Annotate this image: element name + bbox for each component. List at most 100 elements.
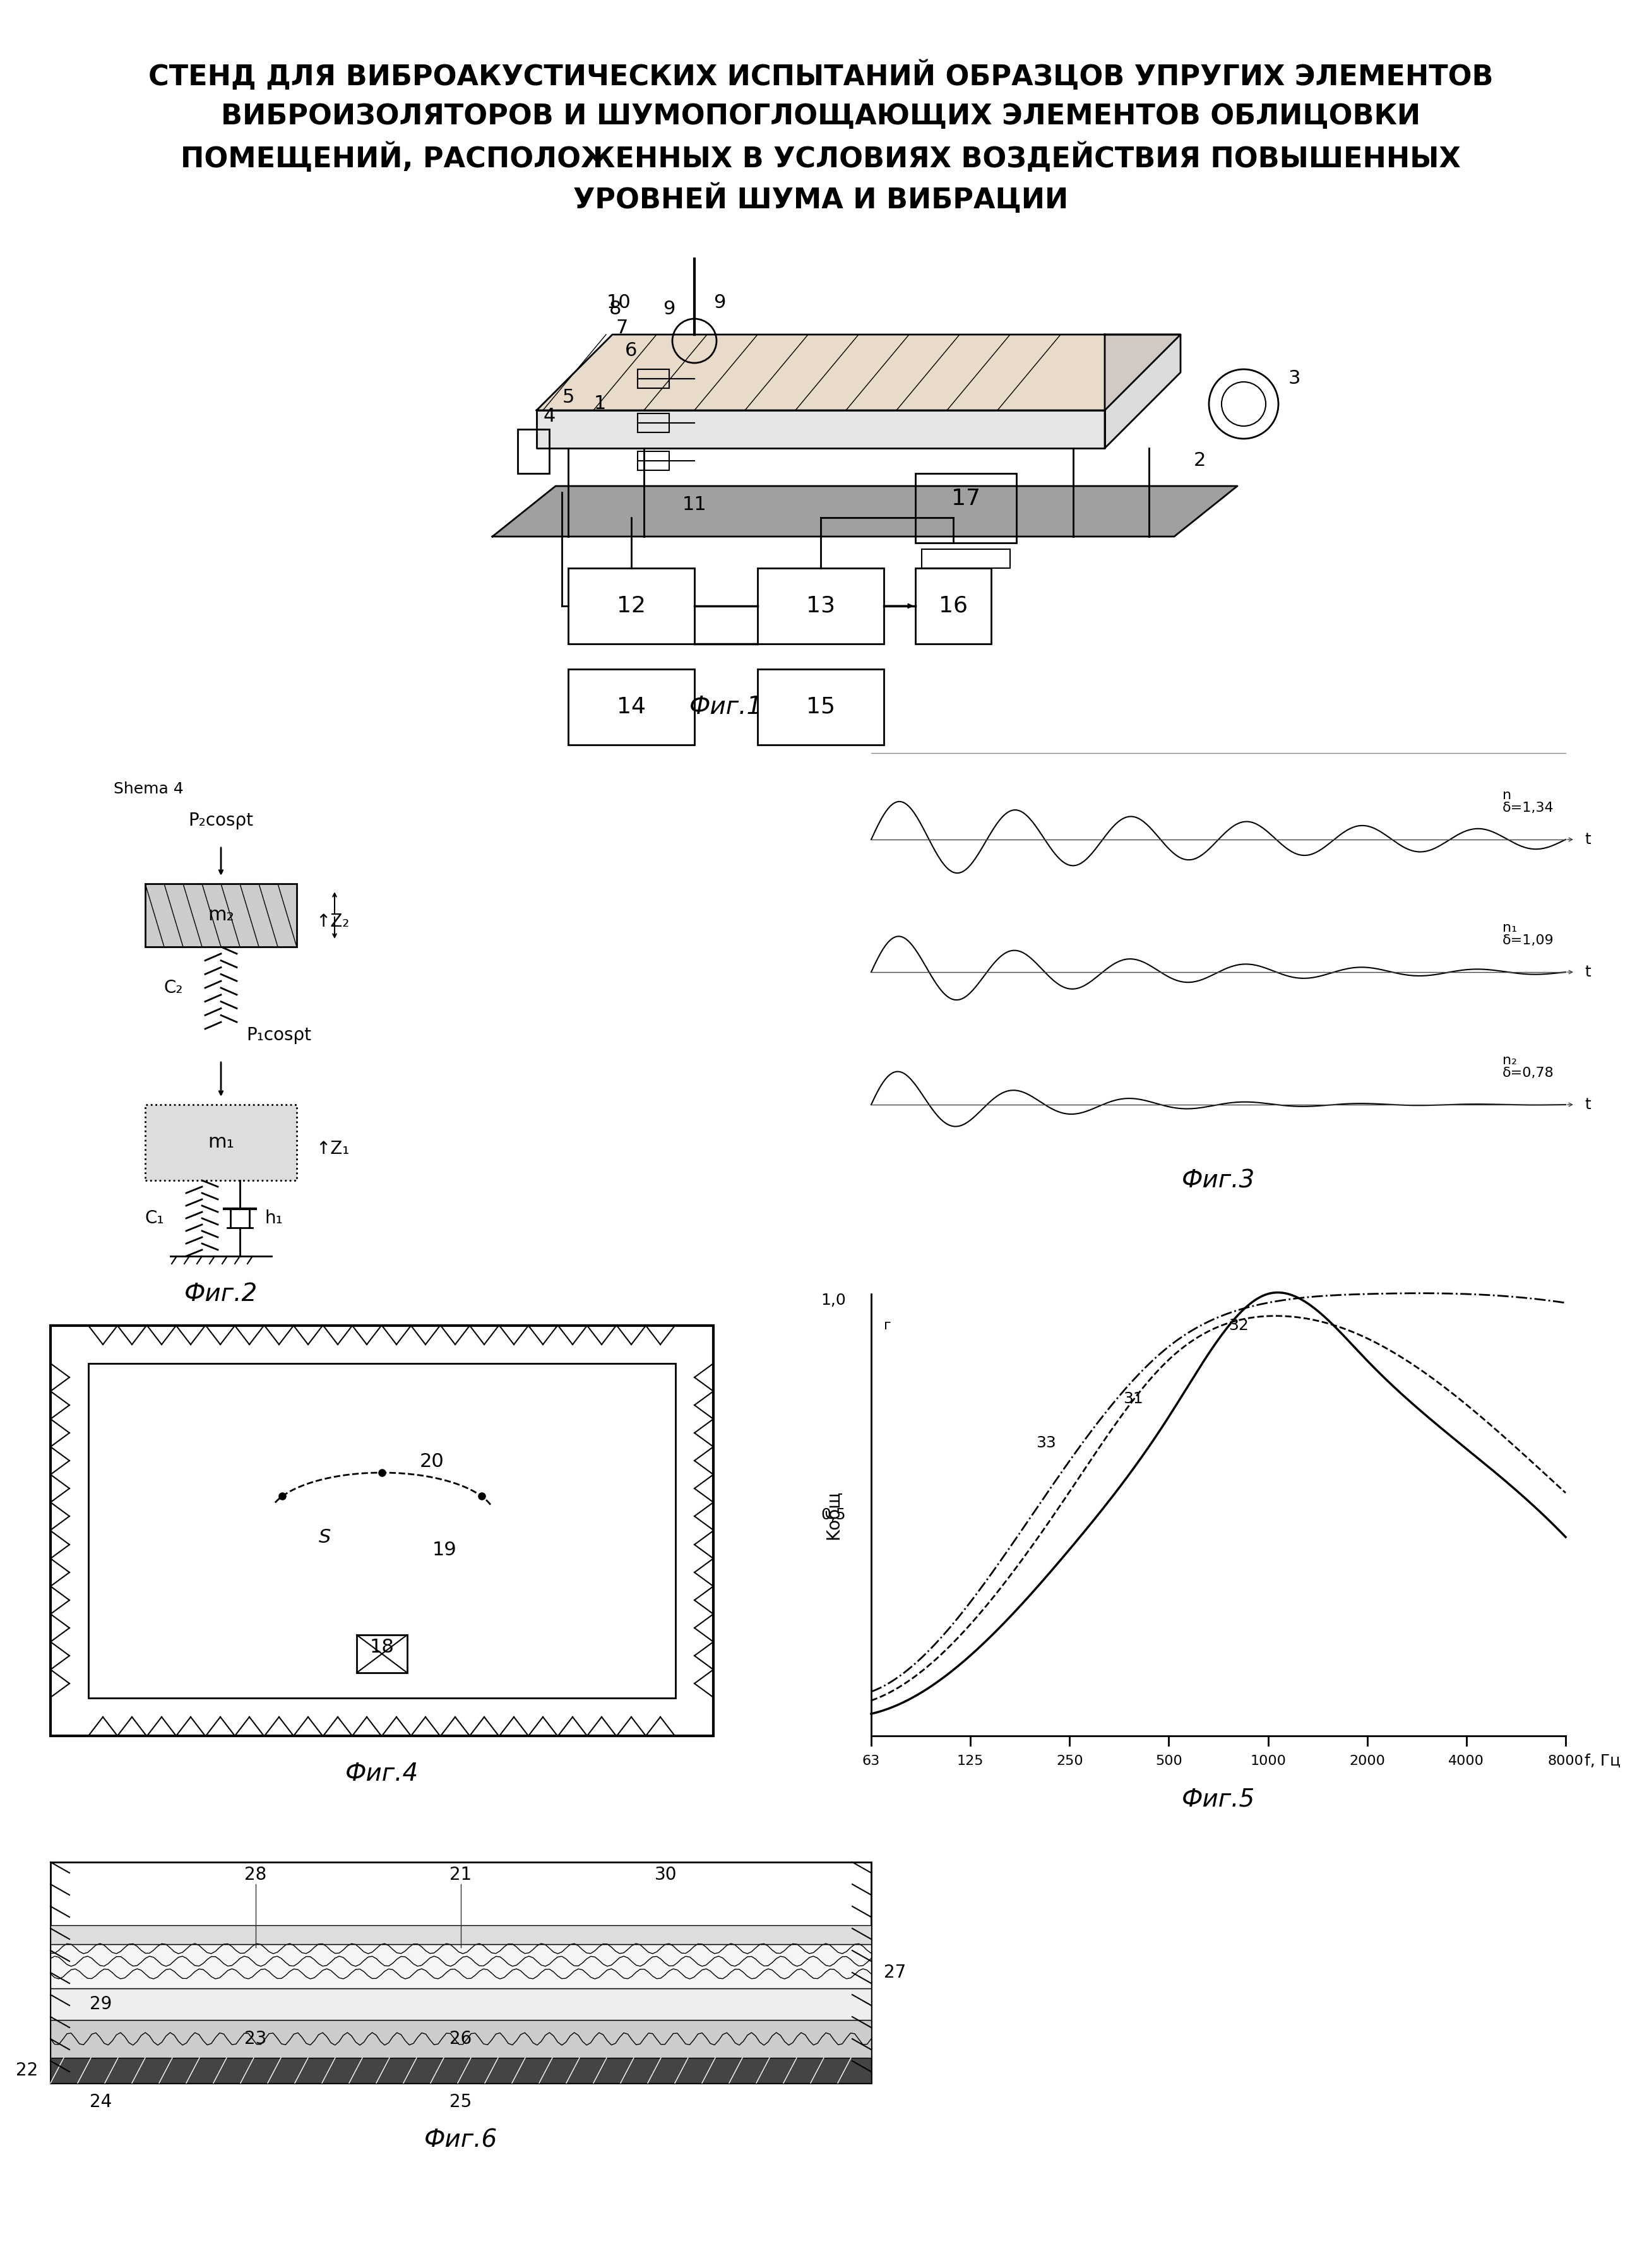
Bar xyxy=(51,1944,872,1989)
Text: 33: 33 xyxy=(1036,1436,1056,1452)
Text: 18: 18 xyxy=(369,1637,394,1656)
Bar xyxy=(89,1363,675,1699)
Text: 25: 25 xyxy=(450,2093,471,2112)
Text: n: n xyxy=(1502,789,1511,801)
Bar xyxy=(915,567,992,644)
Bar xyxy=(144,1105,297,1179)
Bar xyxy=(757,669,883,744)
Bar xyxy=(51,1926,872,1944)
Text: Фиг.1: Фиг.1 xyxy=(690,694,762,719)
Text: УРОВНЕЙ ШУМА И ВИБРАЦИИ: УРОВНЕЙ ШУМА И ВИБРАЦИИ xyxy=(573,184,1069,213)
Text: 1000: 1000 xyxy=(1250,1755,1286,1767)
Bar xyxy=(51,2021,872,2057)
Text: ПОМЕЩЕНИЙ, РАСПОЛОЖЕННЫХ В УСЛОВИЯХ ВОЗДЕЙСТВИЯ ПОВЫШЕННЫХ: ПОМЕЩЕНИЙ, РАСПОЛОЖЕННЫХ В УСЛОВИЯХ ВОЗД… xyxy=(181,143,1461,172)
Text: Фиг.5: Фиг.5 xyxy=(1182,1787,1254,1810)
Text: 28: 28 xyxy=(245,1867,266,1885)
Bar xyxy=(637,413,670,433)
Text: 14: 14 xyxy=(617,696,645,717)
Text: Фиг.3: Фиг.3 xyxy=(1182,1168,1254,1193)
Text: 24: 24 xyxy=(90,2093,112,2112)
Text: ↑Z₂: ↑Z₂ xyxy=(315,912,350,930)
Text: δ=1,09: δ=1,09 xyxy=(1502,934,1553,946)
Bar xyxy=(51,1989,872,2021)
Text: C₁: C₁ xyxy=(144,1209,164,1227)
Text: 3: 3 xyxy=(1287,370,1300,388)
Text: f, Гц: f, Гц xyxy=(1585,1753,1621,1769)
Text: 32: 32 xyxy=(1228,1318,1248,1334)
Polygon shape xyxy=(493,485,1238,538)
Text: P₁cosρt: P₁cosρt xyxy=(246,1027,312,1043)
Bar xyxy=(51,1325,713,1735)
Text: t: t xyxy=(1585,832,1591,848)
Text: 1: 1 xyxy=(594,395,606,413)
Text: t: t xyxy=(1585,1098,1591,1111)
Text: 11: 11 xyxy=(681,497,706,515)
Text: 31: 31 xyxy=(1123,1390,1143,1406)
Text: 2: 2 xyxy=(1194,451,1205,469)
Text: 4000: 4000 xyxy=(1448,1755,1484,1767)
Bar xyxy=(51,2057,872,2082)
Text: 12: 12 xyxy=(617,594,645,617)
Text: C₂: C₂ xyxy=(164,980,182,996)
Text: 22: 22 xyxy=(16,2062,38,2080)
Text: 2000: 2000 xyxy=(1350,1755,1386,1767)
Bar xyxy=(915,474,1016,542)
Text: h₁: h₁ xyxy=(264,1209,284,1227)
Bar xyxy=(568,669,695,744)
Text: 8000: 8000 xyxy=(1548,1755,1583,1767)
Bar xyxy=(51,1862,872,2082)
Text: Фиг.6: Фиг.6 xyxy=(424,2127,498,2152)
Text: 250: 250 xyxy=(1056,1755,1084,1767)
Text: n₂: n₂ xyxy=(1502,1055,1517,1066)
Text: Фиг.2: Фиг.2 xyxy=(184,1281,258,1306)
Text: 8: 8 xyxy=(609,299,622,318)
Text: 9: 9 xyxy=(714,295,726,313)
Text: 500: 500 xyxy=(1156,1755,1182,1767)
Text: 21: 21 xyxy=(450,1867,471,1885)
Text: 27: 27 xyxy=(883,1964,906,1982)
Polygon shape xyxy=(537,336,1181,411)
Text: Фиг.4: Фиг.4 xyxy=(345,1762,419,1785)
Text: 10: 10 xyxy=(606,295,631,313)
Text: 15: 15 xyxy=(806,696,836,717)
Text: 13: 13 xyxy=(806,594,836,617)
Text: 4: 4 xyxy=(544,408,555,426)
Text: m₁: m₁ xyxy=(209,1134,235,1152)
Text: m₂: m₂ xyxy=(209,907,235,925)
Bar xyxy=(637,370,670,388)
Text: г: г xyxy=(883,1320,892,1331)
Text: 7: 7 xyxy=(616,320,627,338)
Bar xyxy=(637,451,670,469)
Text: 30: 30 xyxy=(655,1867,677,1885)
Text: 1,0: 1,0 xyxy=(821,1293,846,1309)
Bar xyxy=(356,1635,407,1674)
Text: 63: 63 xyxy=(862,1755,880,1767)
Text: 16: 16 xyxy=(939,594,967,617)
Text: 26: 26 xyxy=(450,2030,471,2048)
Polygon shape xyxy=(1105,336,1181,449)
Text: 19: 19 xyxy=(432,1540,456,1558)
Text: 23: 23 xyxy=(245,2030,268,2048)
Text: 29: 29 xyxy=(90,1996,112,2014)
Bar xyxy=(568,567,695,644)
Text: δ=0,78: δ=0,78 xyxy=(1502,1066,1553,1080)
Text: S: S xyxy=(319,1529,332,1547)
Text: СТЕНД ДЛЯ ВИБРОАКУСТИЧЕСКИХ ИСПЫТАНИЙ ОБРАЗЦОВ УПРУГИХ ЭЛЕМЕНТОВ: СТЕНД ДЛЯ ВИБРОАКУСТИЧЕСКИХ ИСПЫТАНИЙ ОБ… xyxy=(148,61,1493,91)
Bar xyxy=(757,567,883,644)
Text: 17: 17 xyxy=(951,488,980,510)
Text: n₁: n₁ xyxy=(1502,921,1517,934)
Text: Kобщ: Kобщ xyxy=(824,1490,842,1540)
Bar xyxy=(517,429,548,474)
Text: 9: 9 xyxy=(663,299,675,318)
Text: t: t xyxy=(1585,964,1591,980)
Text: 125: 125 xyxy=(957,1755,984,1767)
Text: ВИБРОИЗОЛЯТОРОВ И ШУМОПОГЛОЩАЮЩИХ ЭЛЕМЕНТОВ ОБЛИЦОВКИ: ВИБРОИЗОЛЯТОРОВ И ШУМОПОГЛОЩАЮЩИХ ЭЛЕМЕН… xyxy=(222,104,1420,129)
Text: 5: 5 xyxy=(562,388,575,406)
Text: 20: 20 xyxy=(420,1452,445,1470)
Polygon shape xyxy=(537,411,1105,449)
Text: 0,5: 0,5 xyxy=(821,1508,846,1522)
Bar xyxy=(921,549,1010,567)
Text: δ=1,34: δ=1,34 xyxy=(1502,801,1553,814)
Text: P₂cosρt: P₂cosρt xyxy=(189,812,253,830)
Text: Shema 4: Shema 4 xyxy=(113,782,184,796)
